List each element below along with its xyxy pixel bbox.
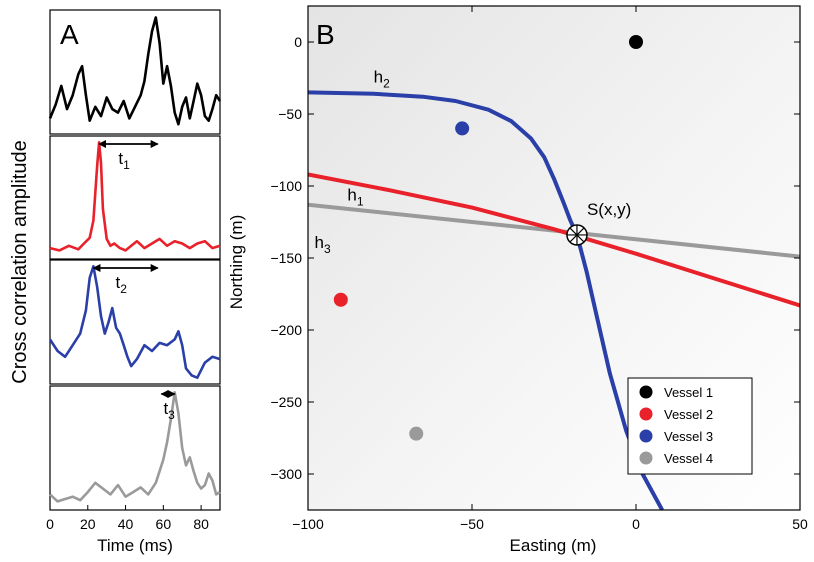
y-tick-label: −200 <box>270 322 302 338</box>
time-delay-t1: t1 <box>98 140 159 172</box>
panel-a-row-1 <box>48 9 222 135</box>
curve-h1 <box>308 172 800 308</box>
series-line-2 <box>49 141 221 252</box>
y-tick-label: −50 <box>278 106 302 122</box>
panel-a-row-3 <box>48 259 221 385</box>
x-tick-label: −100 <box>292 516 324 532</box>
time-delay-label: t1 <box>118 149 130 172</box>
y-tick-label: −150 <box>270 250 302 266</box>
time-delay-t3: t3 <box>160 390 176 422</box>
x-tick-label: 60 <box>156 516 172 532</box>
x-tick-label: 40 <box>118 516 134 532</box>
time-delay-label: t3 <box>163 399 175 422</box>
panel-b: h2 h1 h3 S(x,y) −100 −50 0 50 0 −50 −100 −150 −20… <box>227 5 808 555</box>
legend-label-vessel-4: Vessel 4 <box>664 451 713 466</box>
legend-marker-vessel-2 <box>639 407 653 421</box>
x-tick-label: 80 <box>193 516 209 532</box>
curve-h2 <box>308 90 664 510</box>
panel-b-x-ticks: −100 −50 0 50 <box>292 6 808 532</box>
panel-a-row-2 <box>49 135 221 260</box>
series-line-3 <box>48 265 221 379</box>
intersection-label: S(x,y) <box>587 200 631 219</box>
curve-label-h3: h3 <box>315 233 331 256</box>
x-tick-label: 20 <box>80 516 96 532</box>
panel-b-y-ticks: 0 −50 −100 −150 −200 −250 −300 <box>270 34 800 482</box>
legend-label-vessel-2: Vessel 2 <box>664 407 713 422</box>
panel-a-x-label: Time (ms) <box>97 536 173 555</box>
panel-a-row-frame <box>49 135 221 260</box>
panel-b-x-label: Easting (m) <box>510 536 597 555</box>
panel-a-row-frame <box>49 259 221 385</box>
vessel-2-point <box>333 292 348 307</box>
vessel-1-point <box>629 35 643 49</box>
panel-a-row-frame <box>49 385 221 511</box>
x-tick-label: 0 <box>632 516 640 532</box>
time-delay-label: t2 <box>116 273 128 296</box>
x-tick-label: 50 <box>792 516 808 532</box>
panel-a: t1 t2 t3 A 0 20 40 60 80 Time (ms) Cross corre… <box>9 9 222 555</box>
legend-label-vessel-3: Vessel 3 <box>664 429 713 444</box>
legend-marker-vessel-3 <box>639 429 653 443</box>
legend-marker-vessel-4 <box>639 451 653 465</box>
panel-letter-a: A <box>60 19 79 50</box>
x-tick-label: −50 <box>460 516 484 532</box>
time-delay-t2: t2 <box>92 264 159 296</box>
panel-b-y-label: Northing (m) <box>227 215 246 309</box>
y-tick-label: 0 <box>294 34 302 50</box>
vessel-4-point <box>409 426 424 441</box>
y-tick-label: −250 <box>270 394 302 410</box>
legend-marker-vessel-1 <box>639 385 653 399</box>
curve-label-h1: h1 <box>347 185 363 208</box>
panel-a-row-4 <box>49 385 221 511</box>
y-tick-label: −100 <box>270 178 302 194</box>
panel-letter-b: B <box>316 19 335 50</box>
intersection-spoke <box>569 227 585 243</box>
legend: Vessel 1 Vessel 2 Vessel 3 Vessel 4 <box>627 377 753 475</box>
y-tick-label: −300 <box>270 466 302 482</box>
curve-label-h2: h2 <box>374 67 390 90</box>
panel-a-x-ticks: 0 20 40 60 80 <box>46 505 209 532</box>
panel-a-y-label: Cross correlation amplitude <box>9 140 31 383</box>
series-line-4 <box>49 391 221 503</box>
x-tick-label: 0 <box>46 516 54 532</box>
legend-label-vessel-1: Vessel 1 <box>664 385 713 400</box>
series-line-1 <box>48 16 222 126</box>
vessel-3-point <box>455 121 470 136</box>
